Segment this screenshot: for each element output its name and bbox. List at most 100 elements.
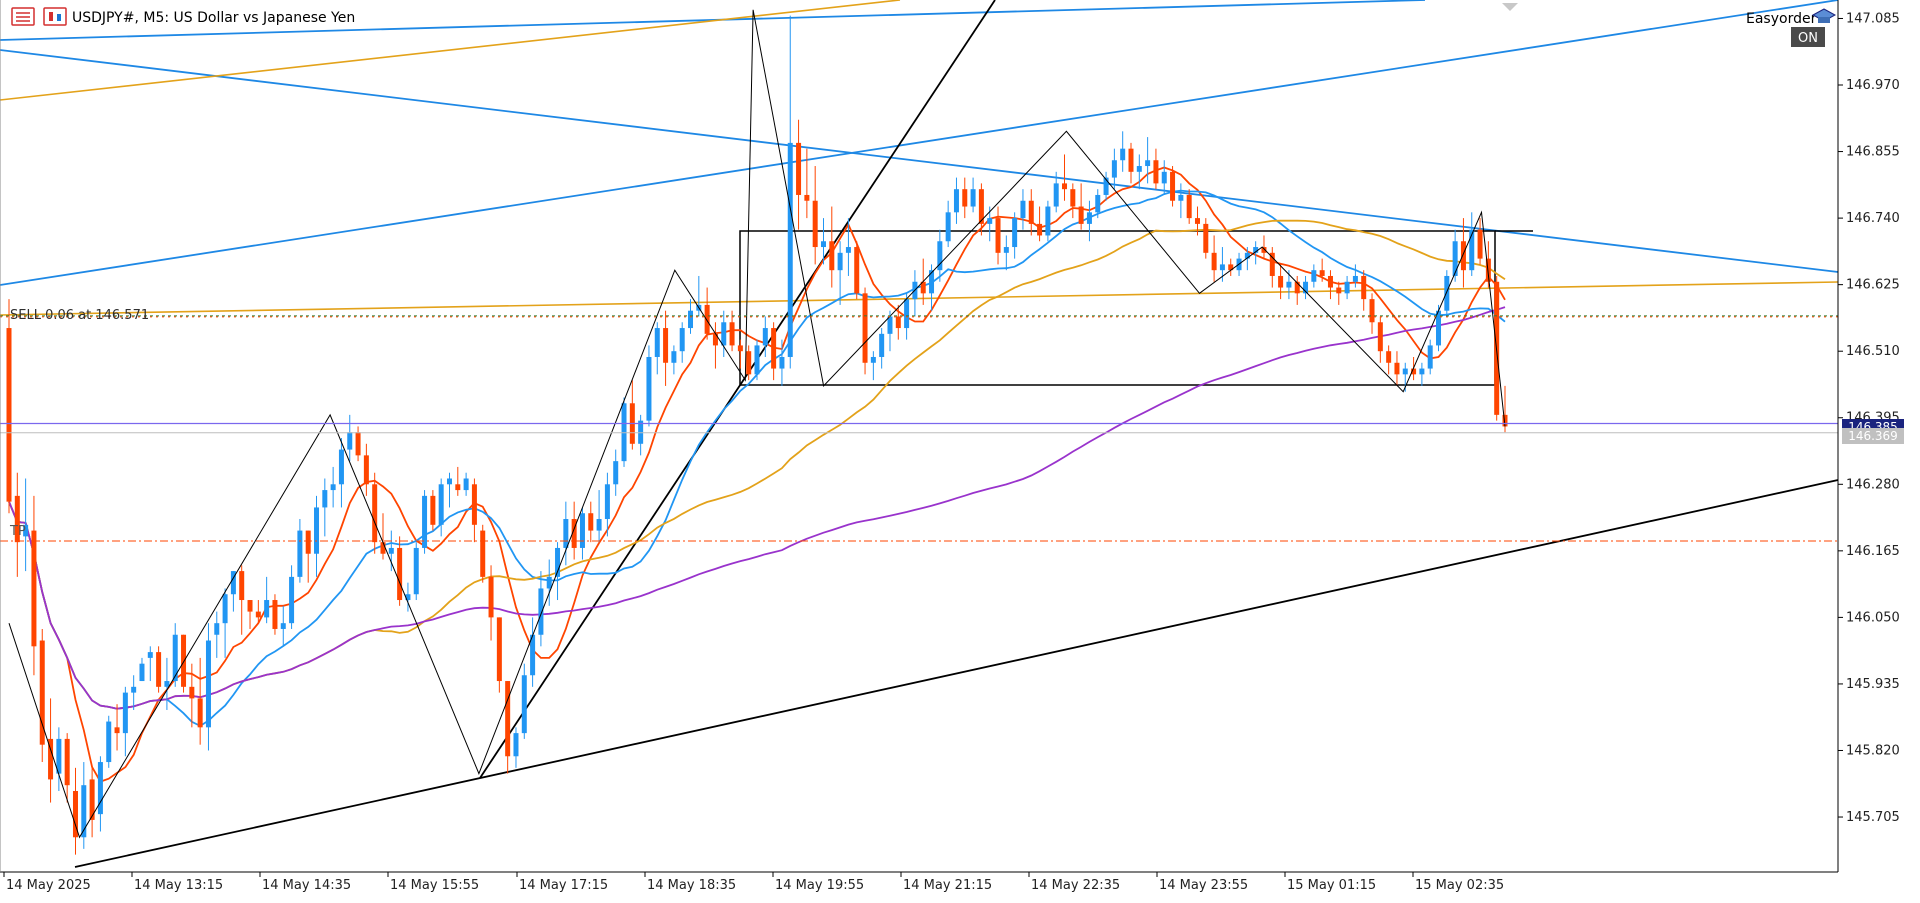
candle-body	[39, 640, 45, 745]
candle-body	[355, 432, 361, 456]
sell-order-label[interactable]: SELL 0.06 at 146.571	[10, 308, 149, 323]
take-profit-label[interactable]: TP	[9, 524, 26, 539]
candle-body	[1028, 200, 1034, 224]
candle-body	[1411, 368, 1417, 375]
candle-body	[1386, 351, 1392, 363]
candle-body	[621, 403, 627, 462]
candle-body	[820, 241, 826, 248]
candle-body	[1045, 206, 1051, 236]
candle-body	[1377, 322, 1383, 352]
candle-body	[1244, 252, 1250, 259]
time-tick-label: 14 May 21:15	[903, 878, 992, 893]
candle-body	[679, 328, 685, 352]
candle-body	[1444, 275, 1450, 311]
candle-body	[164, 681, 170, 687]
one-click-trading-arrow-icon[interactable]	[1502, 3, 1518, 11]
price-tick-label: 146.165	[1846, 544, 1900, 559]
candle-body	[1253, 247, 1259, 253]
price-tick-label: 147.085	[1846, 11, 1900, 26]
ea-status-badge[interactable]: ON	[1791, 27, 1825, 47]
candle-body	[1269, 252, 1275, 276]
candle-body	[14, 495, 20, 543]
candle-body	[812, 200, 818, 248]
candle-body	[604, 484, 610, 520]
candle-body	[64, 738, 70, 786]
candle-body	[1120, 148, 1126, 161]
candle-body	[712, 333, 718, 346]
chart-menu-icon[interactable]	[11, 7, 35, 26]
candle-body	[762, 328, 768, 346]
candle-body	[505, 681, 511, 757]
candle-body	[338, 449, 344, 485]
candle-body	[1286, 281, 1292, 288]
candle-body	[422, 495, 428, 548]
candle-body	[538, 588, 544, 635]
candle-body	[654, 328, 660, 357]
candle-body	[571, 519, 577, 548]
candle-body	[1020, 200, 1026, 219]
chart-type-icon[interactable]	[43, 7, 67, 26]
candle-body	[787, 142, 793, 357]
candle-body	[829, 241, 835, 271]
candle-body	[638, 420, 644, 444]
candle-body	[189, 686, 195, 699]
candle-body	[230, 571, 236, 595]
candle-body	[1070, 189, 1076, 207]
price-tick-label: 145.935	[1846, 677, 1900, 692]
time-tick-label: 15 May 01:15	[1287, 878, 1376, 893]
candle-body	[1402, 368, 1408, 375]
price-levels	[0, 315, 1838, 542]
candle-body	[663, 328, 669, 363]
candle-body	[1336, 287, 1342, 294]
candle-body	[579, 513, 585, 548]
price-tick-label: 146.855	[1846, 145, 1900, 160]
candle-body	[588, 513, 594, 531]
candle-body	[555, 547, 561, 577]
candle-body	[139, 663, 145, 682]
candle-body	[1311, 270, 1317, 282]
candle-body	[721, 322, 727, 346]
candle-body	[222, 594, 228, 624]
candle-body	[488, 576, 494, 618]
candle-body	[987, 218, 993, 224]
candle-body	[779, 356, 785, 369]
candle-body	[471, 484, 477, 525]
time-tick-label: 14 May 23:55	[1159, 878, 1248, 893]
candle-body	[904, 299, 910, 329]
blue-trendline-falling	[0, 49, 1839, 273]
candle-body	[1361, 275, 1367, 300]
candle-body	[1303, 281, 1309, 294]
candle-body	[463, 478, 469, 491]
candle-body	[239, 571, 245, 601]
price-tick-label: 145.820	[1846, 743, 1900, 758]
candle-body	[929, 270, 935, 294]
candle-body	[330, 484, 336, 491]
candle-body	[1261, 247, 1267, 253]
candle-body	[131, 686, 137, 693]
candle-body	[172, 634, 178, 682]
candle-body	[347, 432, 353, 450]
candle-body	[1003, 247, 1009, 253]
candle-body	[1278, 275, 1284, 288]
ask-price-text: 146.369	[1848, 429, 1898, 443]
candle-body	[405, 594, 411, 601]
candle-body	[1436, 310, 1442, 346]
candle-body	[122, 692, 128, 734]
candle-body	[737, 345, 743, 352]
time-tick-label: 14 May 15:55	[390, 878, 479, 893]
candle-body	[837, 252, 843, 271]
candle-body	[181, 634, 187, 687]
candle-body	[1211, 252, 1217, 271]
ask-price-tag: 146.369	[1842, 428, 1904, 444]
candle-body	[1419, 368, 1425, 375]
candle-body	[1427, 345, 1433, 369]
candle-body	[1161, 171, 1167, 184]
candle-body	[1294, 281, 1300, 294]
candle-body	[446, 478, 452, 485]
candle-body	[1344, 281, 1350, 294]
candle-body	[23, 524, 29, 537]
candle-body	[114, 727, 120, 734]
